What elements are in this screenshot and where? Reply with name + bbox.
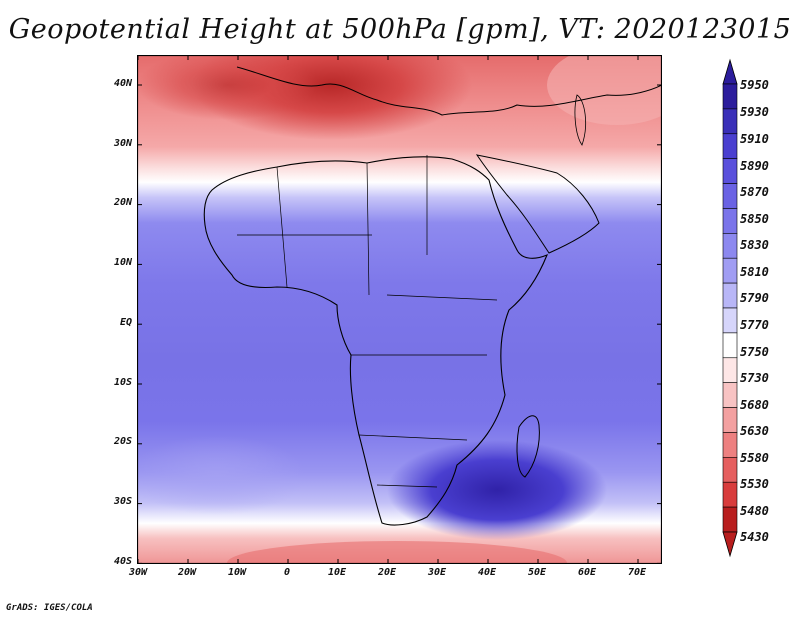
lat-label: 10N: [113, 257, 132, 268]
lon-label: 70E: [627, 567, 647, 578]
lat-label: 30S: [113, 496, 132, 507]
colorbar-segment: [722, 332, 738, 359]
colorbar-label: 5680: [740, 398, 769, 412]
colorbar-label: 5910: [740, 132, 769, 146]
lon-label: 0: [283, 567, 291, 578]
colorbar-segment: [722, 432, 738, 458]
colorbar-segment: [722, 307, 738, 334]
light-band-southwest: [137, 435, 307, 515]
lon-label: 30W: [128, 567, 148, 578]
colorbar-label: 5730: [740, 371, 769, 385]
colorbar-segment: [722, 357, 738, 383]
colorbar-label: 5630: [740, 424, 769, 438]
lon-label: 40E: [477, 567, 497, 578]
credit-text: GrADS: IGES/COLA: [6, 603, 93, 613]
caspian-outline: [574, 94, 587, 146]
colorbar: [722, 58, 738, 558]
chart-title: Geopotential Height at 500hPa [gpm], VT:…: [8, 14, 792, 45]
lon-label: 50E: [527, 567, 547, 578]
colorbar-label: 5830: [740, 238, 769, 252]
colorbar-segment: [722, 133, 738, 159]
colorbar-segment: [722, 257, 738, 284]
trough-north-west: [137, 55, 317, 120]
lat-label: EQ: [119, 317, 132, 328]
colorbar-segment: [722, 158, 738, 184]
lat-label: 20N: [113, 197, 132, 208]
colorbar-segment: [722, 407, 738, 433]
colorbar-label: 5530: [740, 477, 769, 491]
high-south: [387, 440, 607, 540]
colorbar-label: 5850: [740, 212, 769, 226]
colorbar-label: 5580: [740, 451, 769, 465]
arabia-outline: [475, 154, 600, 254]
colorbar-segment: [722, 108, 738, 135]
lat-label: 10S: [113, 377, 132, 388]
lat-label: 40N: [113, 78, 132, 89]
colorbar-label: 5870: [740, 185, 769, 199]
country-borders: [237, 155, 498, 488]
axis-ticks: [137, 55, 662, 564]
lat-label: 20S: [113, 436, 132, 447]
colorbar-label: 5790: [740, 291, 769, 305]
europe-coastline: [236, 66, 662, 116]
map-panel: [137, 55, 662, 564]
colorbar-segment: [722, 506, 738, 533]
lon-label: 30E: [427, 567, 447, 578]
ridge-north-east: [547, 55, 662, 125]
africa-outline: [203, 156, 548, 526]
colorbar-label: 5750: [740, 345, 769, 359]
colorbar-label: 5810: [740, 265, 769, 279]
lat-label: 40S: [113, 556, 132, 567]
colorbar-label: 5950: [740, 78, 769, 92]
madagascar-outline: [516, 415, 540, 478]
colorbar-segment: [722, 382, 738, 408]
colorbar-arrow-bottom: [722, 531, 738, 558]
colorbar-segment: [722, 83, 738, 110]
colorbar-segment: [722, 208, 738, 234]
trough-south: [227, 541, 567, 564]
lon-label: 20E: [377, 567, 397, 578]
colorbar-label: 5480: [740, 504, 769, 518]
colorbar-label: 5890: [740, 159, 769, 173]
map-frame: [137, 55, 662, 564]
colorbar-segment: [722, 282, 738, 309]
colorbar-label: 5930: [740, 105, 769, 119]
colorbar-arrow-top: [722, 58, 738, 85]
lat-label: 30N: [113, 138, 132, 149]
colorbar-label: 5770: [740, 318, 769, 332]
colorbar-segment: [722, 233, 738, 259]
lon-label: 10W: [227, 567, 247, 578]
colorbar-segment: [722, 457, 738, 483]
colorbar-segment: [722, 481, 738, 508]
lon-label: 20W: [177, 567, 197, 578]
lon-label: 60E: [577, 567, 597, 578]
lon-label: 10E: [327, 567, 347, 578]
colorbar-label: 5430: [740, 530, 769, 544]
colorbar-segment: [722, 183, 738, 209]
